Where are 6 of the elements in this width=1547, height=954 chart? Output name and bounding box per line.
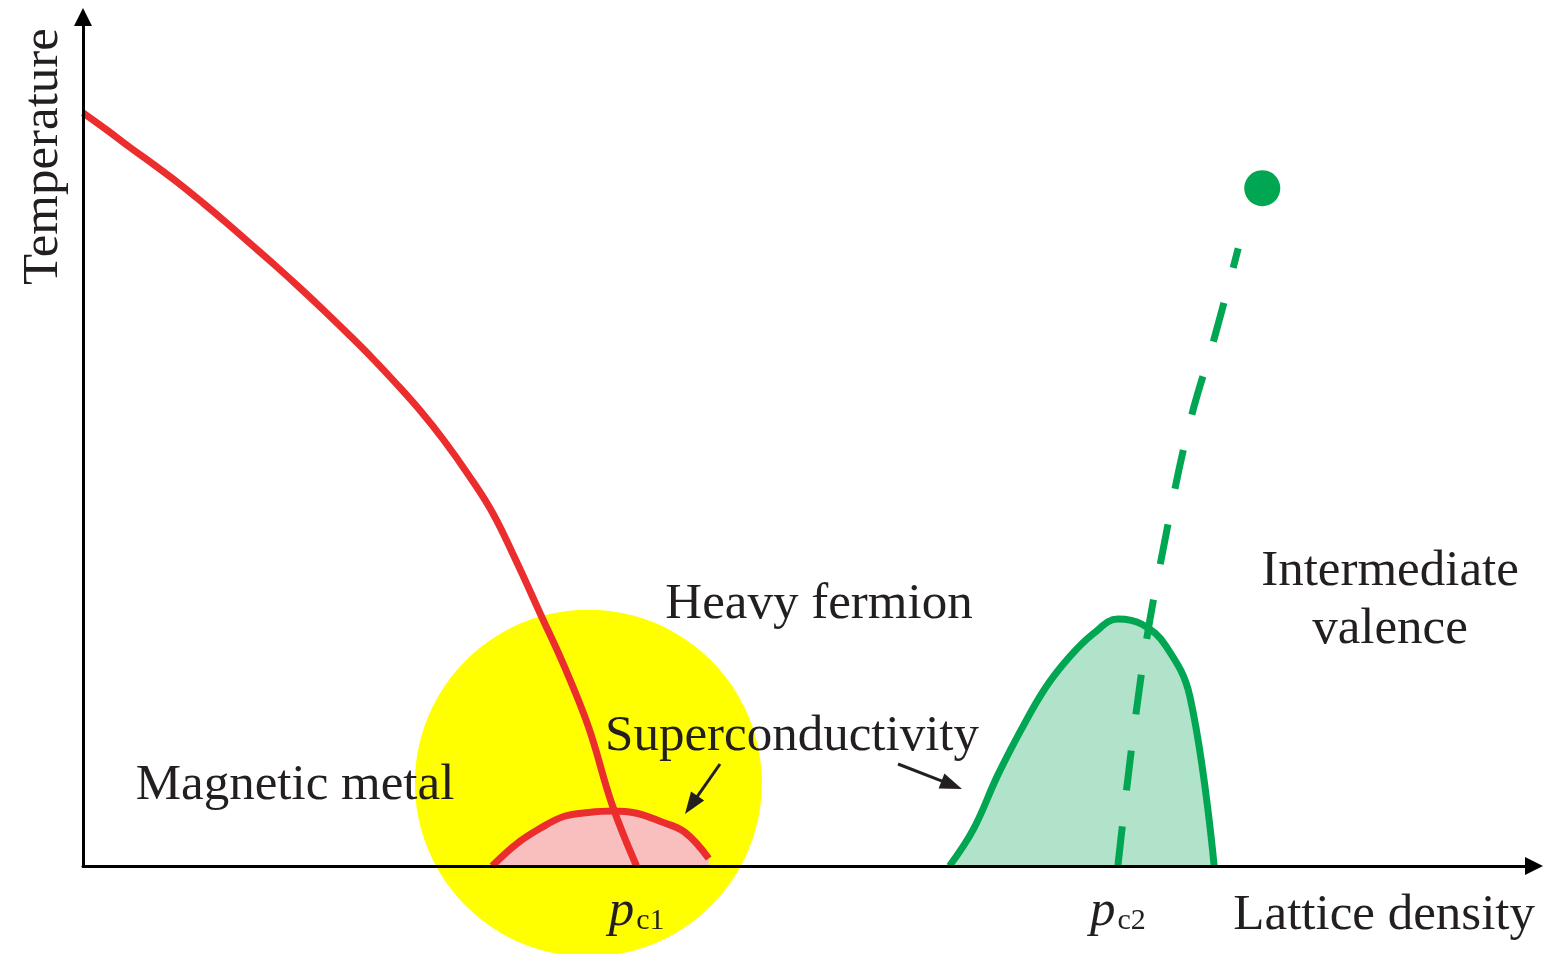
y-axis-title: Temperature bbox=[11, 28, 68, 285]
annotation: Heavy fermion bbox=[665, 573, 973, 629]
annotation: Intermediate valence bbox=[1261, 540, 1519, 654]
x-tick-label: pc1 bbox=[605, 879, 665, 936]
x-axis-title: Lattice density bbox=[1233, 883, 1536, 940]
x-tick-label: pc2 bbox=[1086, 879, 1146, 936]
